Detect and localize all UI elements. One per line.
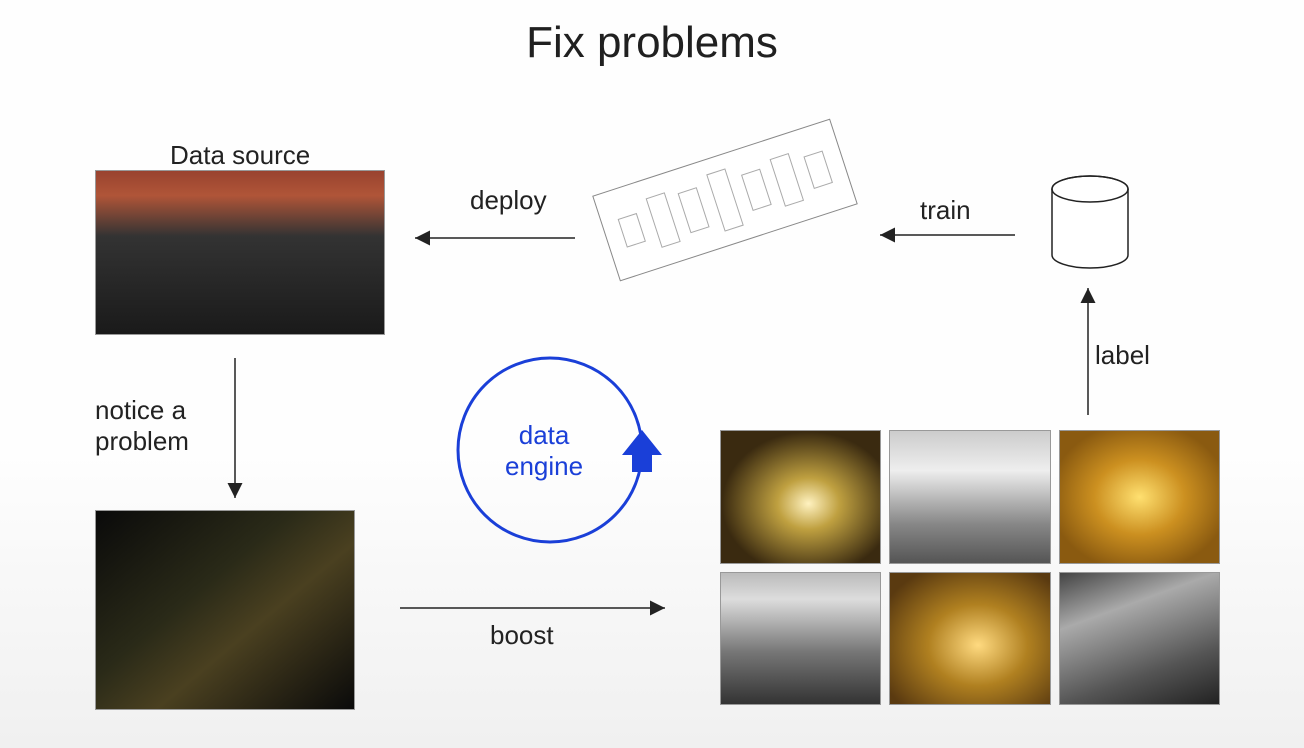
gallery-image [889, 430, 1050, 564]
neural-network-block [592, 119, 858, 282]
gallery-image [889, 572, 1050, 706]
gallery-image [1059, 572, 1220, 706]
notice-problem-label: notice a problem [95, 395, 189, 457]
database-icon [1050, 175, 1130, 270]
label-label: label [1095, 340, 1150, 371]
deploy-label: deploy [470, 185, 547, 216]
data-engine-label: data engine [505, 420, 583, 482]
gallery-image [720, 430, 881, 564]
page-title: Fix problems [526, 18, 778, 68]
train-label: train [920, 195, 971, 226]
data-source-label: Data source [170, 140, 310, 171]
sample-gallery [720, 430, 1220, 705]
chevron-up-icon [622, 430, 662, 472]
gallery-image [1059, 430, 1220, 564]
problem-image [95, 510, 355, 710]
boost-label: boost [490, 620, 554, 651]
gallery-image [720, 572, 881, 706]
data-source-image [95, 170, 385, 335]
